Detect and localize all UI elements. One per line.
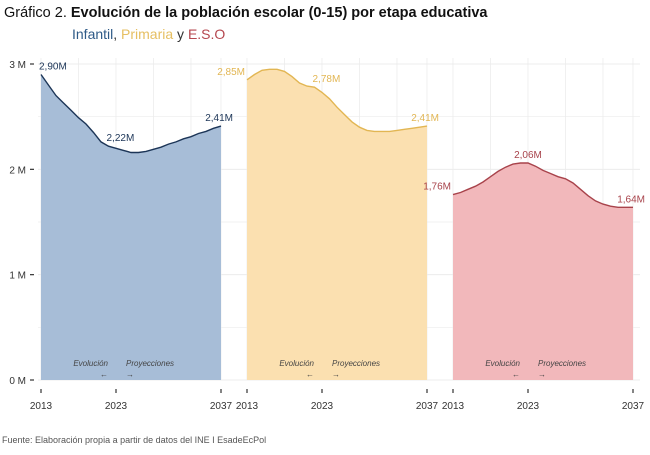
annotation-proyecciones: Proyecciones (538, 359, 586, 368)
line-infantil (40, 74, 222, 154)
subtitle-sep2: y (173, 26, 188, 42)
data-label: 2,41M (205, 113, 233, 124)
title-main: Evolución de la población escolar (0-15)… (70, 5, 488, 21)
line-primaria (246, 68, 428, 133)
annotation-evolucion: Evolución (73, 359, 108, 368)
data-label: 2,41M (411, 113, 439, 124)
subtitle-infantil: Infantil (72, 26, 114, 42)
arrow-right-icon: → (126, 370, 134, 379)
arrow-right-icon: → (332, 370, 340, 379)
chart-subtitle: Infantil, Primaria y E.S.O (72, 26, 225, 42)
line-eso (452, 162, 633, 208)
x-tick-label: 2023 (517, 401, 540, 412)
data-label: 2,78M (313, 74, 341, 85)
annotation-evolucion: Evolución (279, 359, 314, 368)
x-tick-label: 2013 (236, 401, 259, 412)
data-label: 2,06M (514, 150, 542, 161)
y-tick-label: 3 M (9, 60, 26, 71)
annotation-proyecciones: Proyecciones (332, 359, 380, 368)
x-tick-label: 2037 (622, 401, 645, 412)
data-label: 2,90M (39, 62, 67, 73)
area-infantil (41, 74, 221, 380)
x-tick-label: 2037 (210, 401, 233, 412)
subtitle-eso: E.S.O (187, 26, 226, 42)
arrow-left-icon: ← (100, 370, 108, 379)
y-tick-label: 2 M (9, 165, 26, 176)
annotation-proyecciones: Proyecciones (126, 359, 174, 368)
area-eso (453, 163, 633, 380)
arrow-left-icon: ← (512, 370, 520, 379)
data-label: 2,22M (107, 133, 135, 144)
area-primaria (247, 69, 427, 381)
x-tick-label: 2013 (30, 401, 53, 412)
subtitle-sep1: , (113, 26, 122, 42)
title-lead: Gráfico 2. (4, 5, 67, 21)
arrow-left-icon: ← (306, 370, 314, 379)
source-note: Fuente: Elaboración propia a partir de d… (2, 435, 267, 445)
y-tick-label: 0 M (9, 376, 26, 387)
y-tick-label: 1 M (9, 271, 26, 282)
x-tick-label: 2023 (311, 401, 334, 412)
data-label: 2,85M (217, 67, 245, 78)
arrow-right-icon: → (538, 370, 546, 379)
data-label: 1,64M (617, 194, 645, 205)
annotation-evolucion: Evolución (485, 359, 520, 368)
x-tick-label: 2023 (105, 401, 128, 412)
x-tick-label: 2037 (416, 401, 439, 412)
x-tick-label: 2013 (442, 401, 465, 412)
chart-title: Gráfico 2. Evolución de la población esc… (4, 5, 487, 21)
data-label: 1,76M (423, 182, 451, 193)
subtitle-primaria: Primaria (121, 26, 174, 42)
